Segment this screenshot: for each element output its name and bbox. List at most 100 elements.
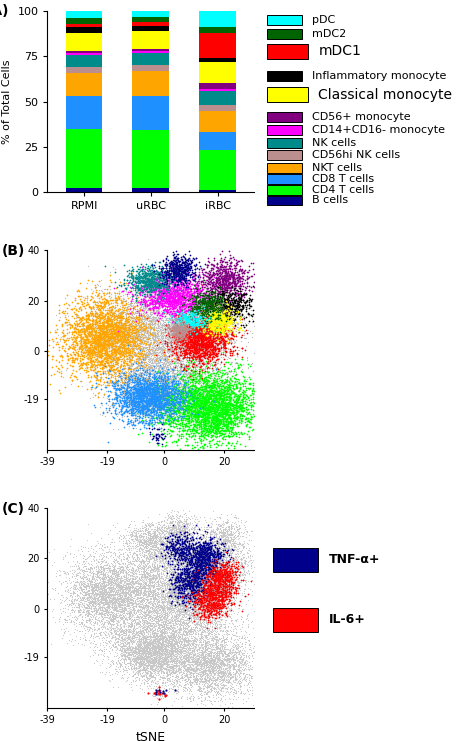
Point	[92, 316, 100, 328]
Point	[134, 548, 141, 560]
Point	[111, 356, 119, 368]
Point	[111, 578, 119, 590]
Point	[206, 594, 214, 606]
Point	[133, 551, 140, 563]
Point	[176, 586, 183, 598]
Point	[186, 580, 193, 592]
Point	[167, 270, 175, 282]
Point	[191, 304, 199, 316]
Point	[191, 279, 199, 290]
Point	[188, 595, 196, 607]
Point	[200, 669, 207, 681]
Point	[199, 689, 206, 701]
Point	[169, 661, 176, 673]
Point	[168, 591, 175, 603]
Point	[196, 313, 203, 325]
Point	[135, 342, 143, 354]
Point	[137, 370, 145, 382]
Point	[209, 671, 217, 682]
Point	[115, 408, 122, 420]
Point	[145, 253, 152, 265]
Point	[112, 566, 120, 578]
Point	[175, 357, 182, 369]
Point	[226, 555, 234, 567]
Point	[145, 348, 153, 360]
Point	[210, 675, 217, 687]
Point	[229, 582, 237, 594]
Point	[152, 265, 160, 276]
Point	[209, 333, 216, 345]
Point	[138, 588, 146, 599]
Point	[191, 285, 198, 297]
Point	[212, 649, 219, 661]
Point	[158, 321, 166, 333]
Point	[227, 548, 235, 559]
Point	[202, 551, 210, 562]
Point	[208, 569, 216, 581]
Point	[152, 296, 159, 308]
Point	[146, 638, 154, 650]
Point	[138, 639, 146, 651]
Point	[168, 656, 175, 668]
Point	[210, 322, 217, 334]
Point	[225, 654, 232, 665]
Point	[224, 290, 231, 302]
Point	[211, 330, 219, 342]
Point	[116, 611, 123, 622]
Point	[148, 411, 155, 422]
Point	[177, 310, 185, 322]
Point	[193, 594, 201, 605]
Point	[188, 596, 196, 608]
Point	[194, 296, 202, 308]
Point	[191, 587, 199, 599]
Point	[163, 600, 170, 612]
Point	[175, 381, 182, 393]
Point	[203, 374, 211, 386]
Point	[223, 571, 230, 582]
Point	[193, 659, 201, 671]
Point	[192, 331, 200, 343]
Point	[161, 679, 169, 691]
Point	[154, 280, 162, 292]
Point	[223, 531, 230, 542]
Point	[191, 328, 198, 339]
Point	[215, 593, 222, 605]
Point	[105, 594, 113, 606]
Point	[174, 305, 182, 317]
Point	[150, 576, 158, 588]
Point	[202, 298, 210, 310]
Point	[134, 642, 142, 654]
Point	[142, 417, 149, 429]
Point	[158, 631, 166, 643]
Point	[173, 282, 181, 293]
Point	[124, 322, 132, 333]
Point	[205, 582, 213, 594]
Point	[131, 615, 138, 627]
Point	[78, 318, 86, 330]
Point	[189, 541, 196, 553]
Point	[160, 397, 168, 409]
Point	[93, 331, 100, 343]
Point	[169, 373, 177, 385]
Point	[162, 289, 170, 301]
Point	[143, 385, 150, 396]
Point	[136, 600, 144, 612]
Point	[123, 644, 131, 656]
Point	[155, 685, 163, 697]
Point	[104, 321, 111, 333]
Point	[142, 533, 149, 545]
Point	[180, 594, 187, 606]
Point	[190, 654, 198, 666]
Point	[191, 544, 199, 556]
Point	[191, 336, 199, 348]
Point	[102, 580, 109, 592]
Point	[135, 642, 142, 654]
Point	[150, 547, 158, 559]
Point	[149, 663, 157, 675]
Point	[197, 572, 205, 584]
Point	[176, 350, 183, 362]
Point	[170, 533, 178, 545]
Point	[246, 310, 253, 322]
Point	[184, 328, 191, 339]
Point	[202, 299, 210, 310]
